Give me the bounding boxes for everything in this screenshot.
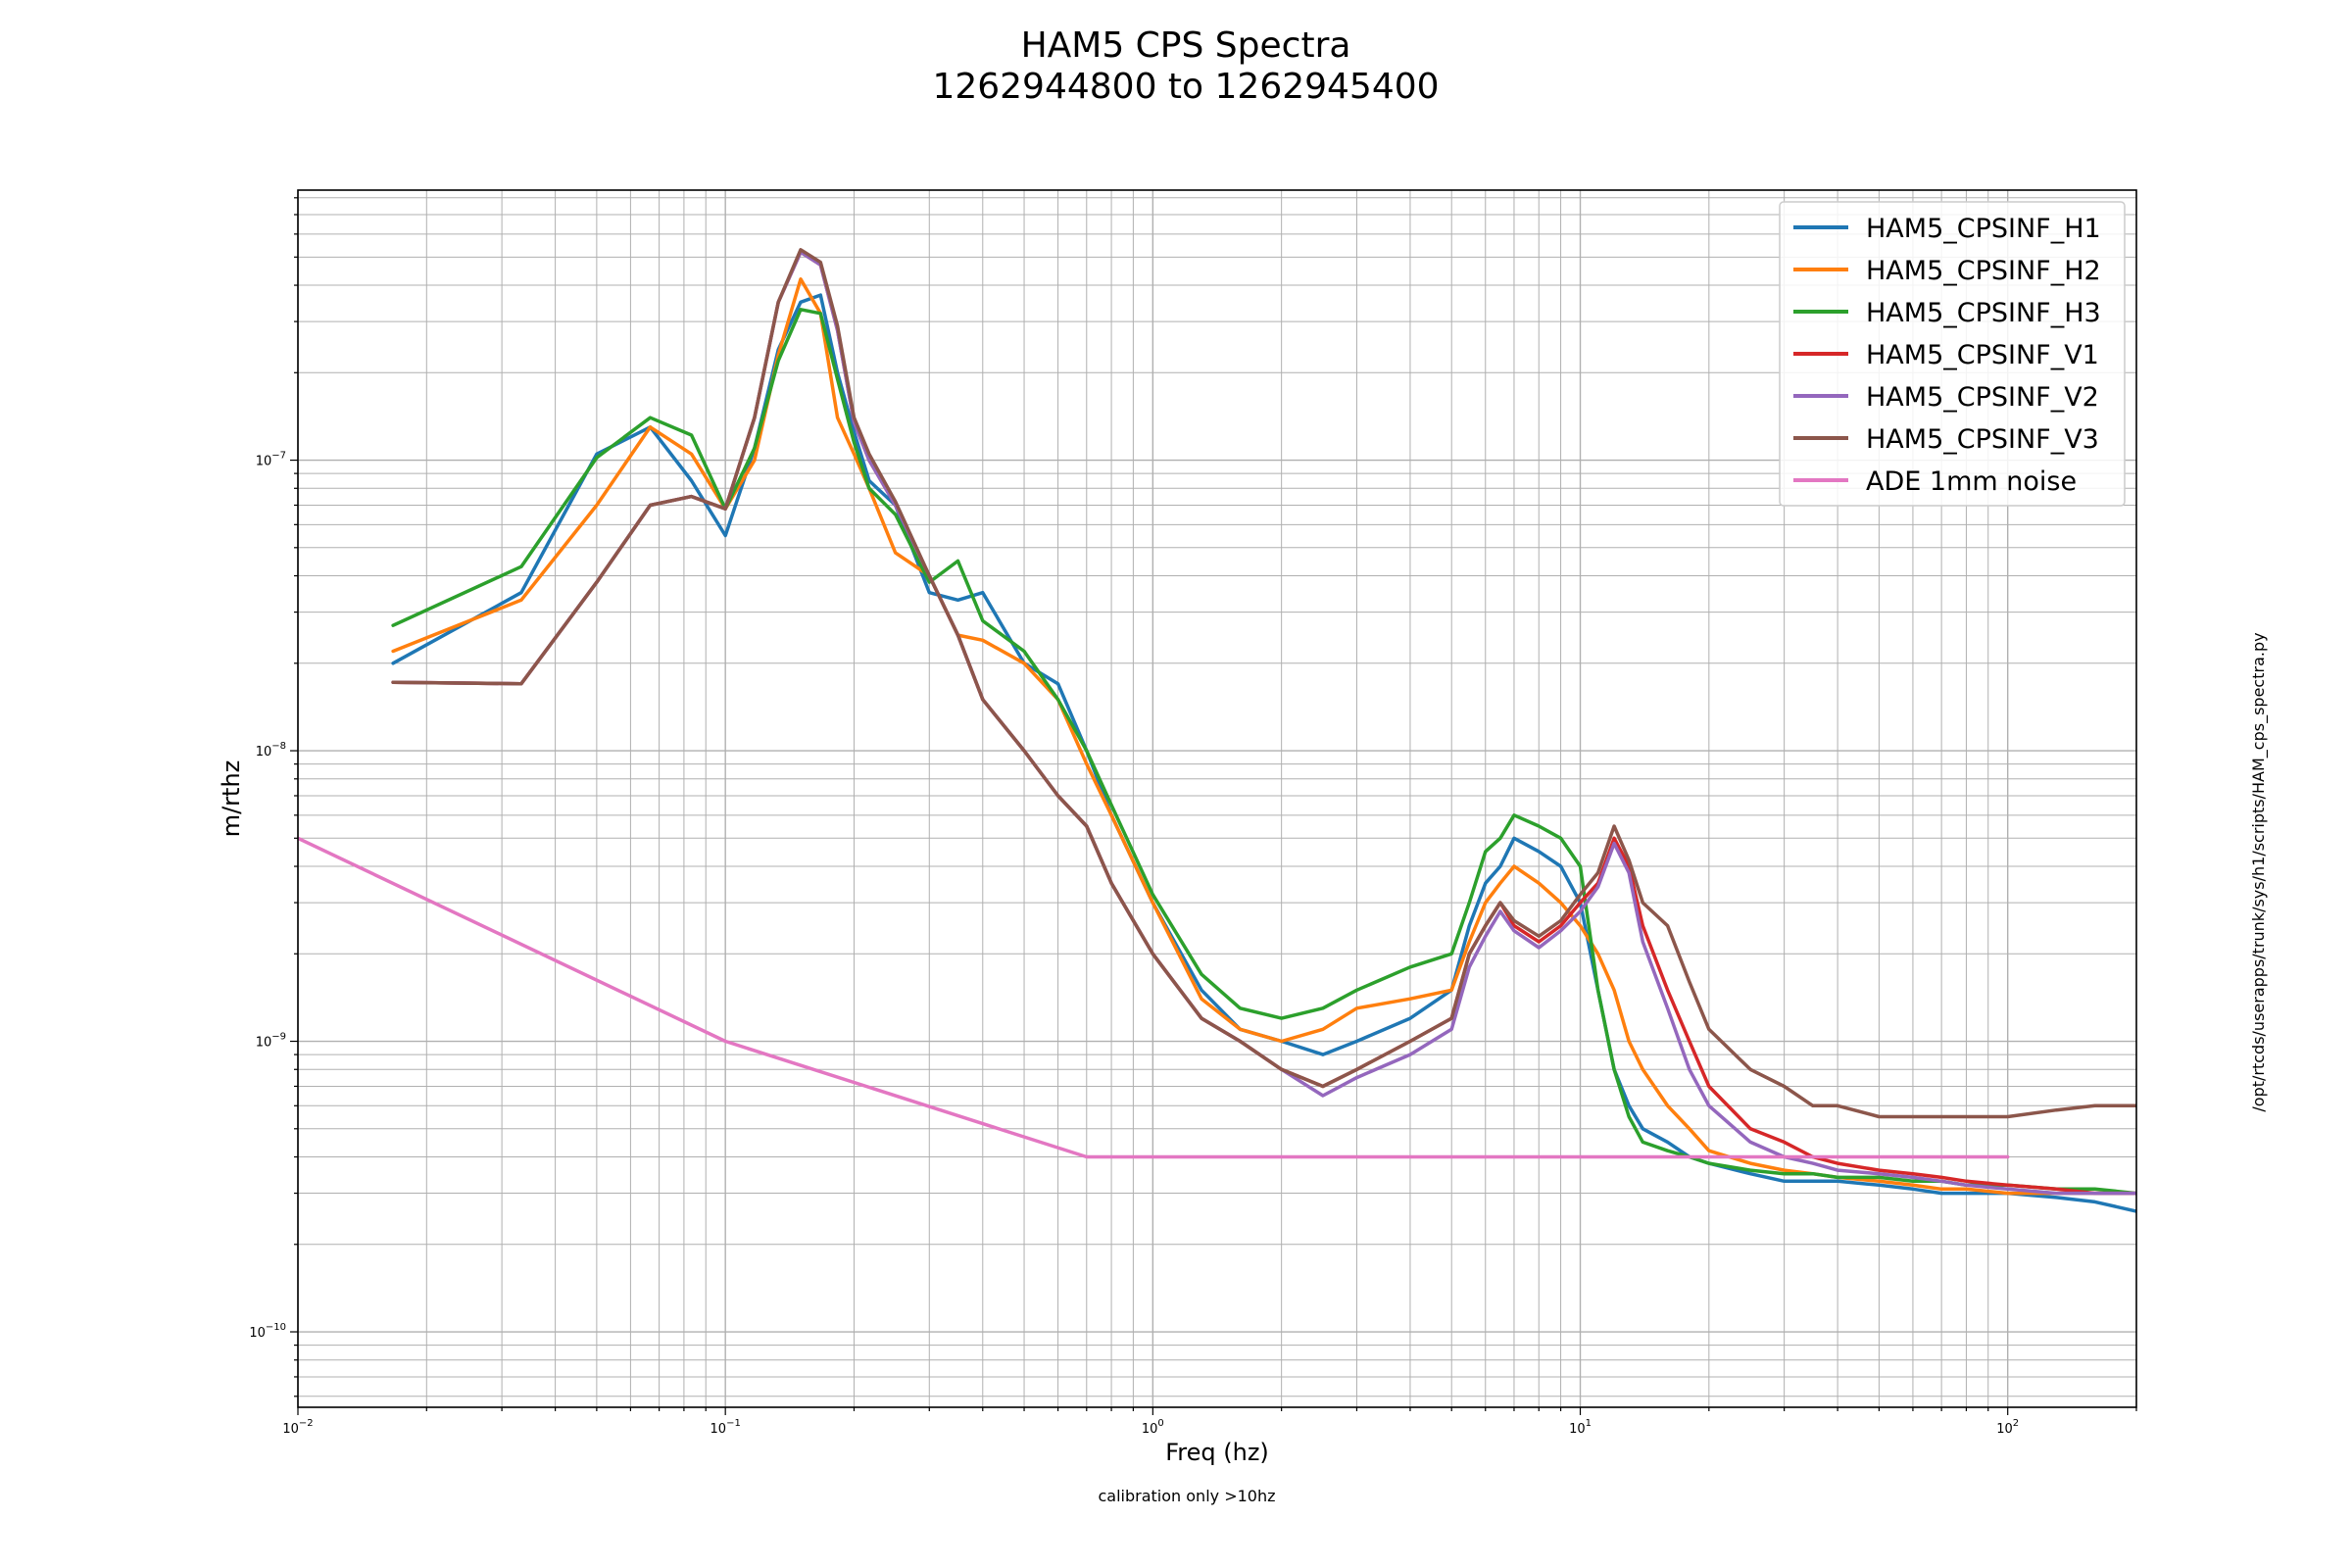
legend-label: HAM5_CPSINF_V2 <box>1866 382 2099 413</box>
x-axis-ticks: 10−2 10−1 100 101 102 <box>282 1407 2137 1437</box>
x-tick-label: 102 <box>1996 1418 2019 1437</box>
series-line-ham5-cpsinf-v3 <box>391 248 2136 1119</box>
legend-entry-ham5-cpsinf-h2: HAM5_CPSINF_H2 <box>1793 256 2101 286</box>
series-line-ade-1mm-noise <box>298 836 2010 1159</box>
y-axis-ticks: 10−10 10−9 10−8 10−7 <box>249 197 298 1397</box>
legend-entry-ham5-cpsinf-h1: HAM5_CPSINF_H1 <box>1793 214 2101 244</box>
plot-area <box>298 248 2136 1213</box>
axes-frame <box>297 189 2137 1408</box>
series-line-ham5-cpsinf-h1 <box>391 293 2136 1213</box>
legend-label: HAM5_CPSINF_H2 <box>1866 256 2101 286</box>
y-tick-label: 10−9 <box>256 1032 286 1051</box>
chart-subtitle: 1262944800 to 1262945400 <box>932 67 1439 107</box>
legend-entry-ham5-cpsinf-v3: HAM5_CPSINF_V3 <box>1793 424 2099 455</box>
legend: HAM5_CPSINF_H1 HAM5_CPSINF_H2 HAM5_CPSINF_… <box>1779 201 2126 507</box>
series-line-ham5-cpsinf-h3 <box>391 308 2136 1196</box>
legend-entry-ham5-cpsinf-v2: HAM5_CPSINF_V2 <box>1793 382 2099 413</box>
x-tick-label: 10−1 <box>710 1418 741 1437</box>
legend-box <box>1779 201 2126 507</box>
y-tick-label: 10−7 <box>256 451 286 469</box>
y-tick-label: 10−8 <box>256 741 286 760</box>
legend-label: HAM5_CPSINF_H1 <box>1866 214 2101 244</box>
script-path-note: /opt/rtcds/userapps/trunk/sys/h1/scripts… <box>2249 632 2269 1111</box>
bottom-note: calibration only >10hz <box>1099 1487 1276 1505</box>
legend-label: HAM5_CPSINF_V3 <box>1866 424 2099 455</box>
x-tick-label: 10−2 <box>282 1418 313 1437</box>
x-axis-label: Freq (hz) <box>1165 1439 1269 1466</box>
legend-label: ADE 1mm noise <box>1866 466 2077 497</box>
x-tick-label: 101 <box>1569 1418 1592 1437</box>
grid <box>297 190 2137 1407</box>
chart-title: HAM5 CPS Spectra <box>1021 25 1351 66</box>
legend-entry-ade-1mm-noise: ADE 1mm noise <box>1793 466 2077 497</box>
y-axis-label: m/rthz <box>218 760 245 838</box>
legend-entry-ham5-cpsinf-v1: HAM5_CPSINF_V1 <box>1793 340 2099 370</box>
x-tick-label: 100 <box>1142 1418 1164 1437</box>
legend-label: HAM5_CPSINF_V1 <box>1866 340 2099 370</box>
legend-label: HAM5_CPSINF_H3 <box>1866 298 2101 328</box>
y-tick-label: 10−10 <box>249 1322 286 1341</box>
legend-entry-ham5-cpsinf-h3: HAM5_CPSINF_H3 <box>1793 298 2101 328</box>
